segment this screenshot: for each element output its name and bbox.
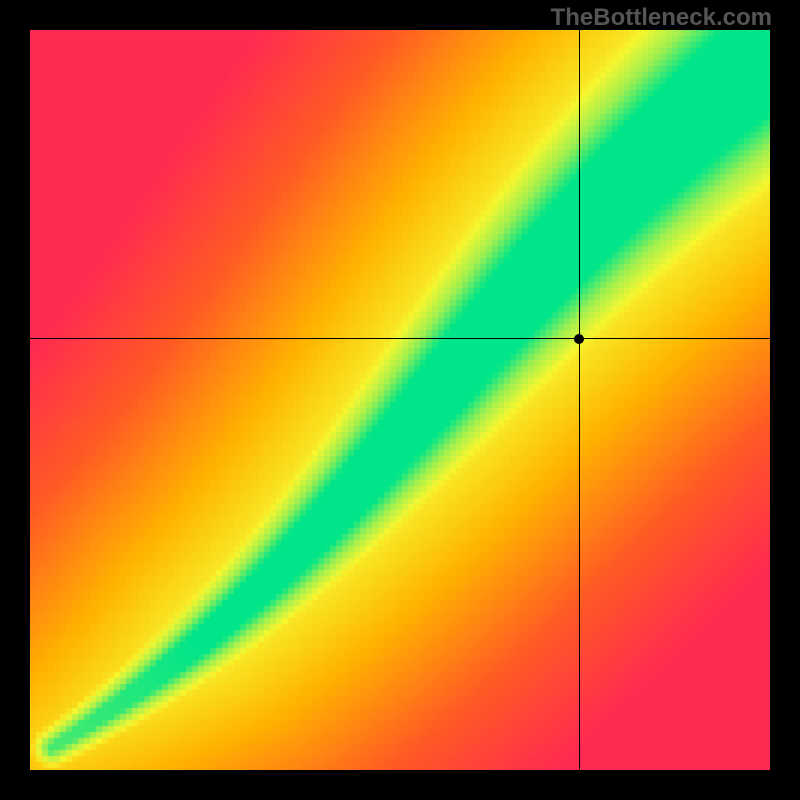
bottleneck-heatmap bbox=[30, 30, 770, 770]
crosshair-marker bbox=[574, 334, 584, 344]
crosshair-horizontal bbox=[30, 338, 770, 339]
watermark-text: TheBottleneck.com bbox=[551, 4, 772, 32]
crosshair-vertical bbox=[579, 30, 580, 770]
